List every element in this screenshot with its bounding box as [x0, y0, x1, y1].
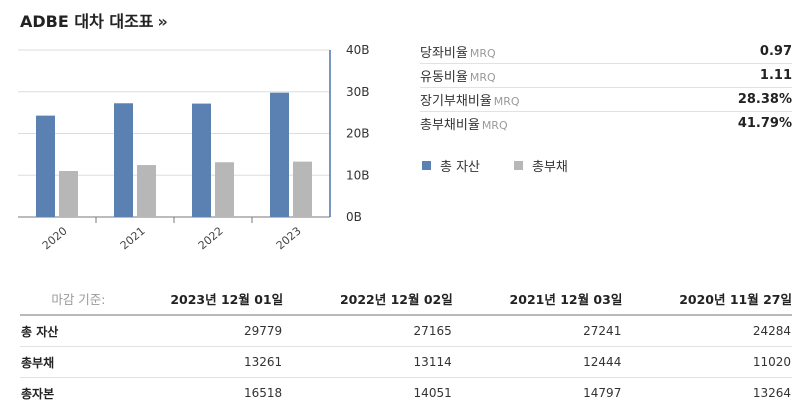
- balance-sheet-chart: 0B 10B 20B 30B 40B 2020 2021 2022 2023: [0, 30, 400, 255]
- title-text: ADBE 대차 대조표: [20, 12, 154, 31]
- date-header: 2023년 12월 01일: [114, 288, 284, 315]
- y-tick-label: 30B: [346, 85, 370, 99]
- table-cell: 13261: [114, 347, 284, 378]
- row-label: 총부채: [20, 347, 114, 378]
- date-header: 2021년 12월 03일: [453, 288, 623, 315]
- row-label: 총자본: [20, 378, 114, 408]
- chart-legend: 총 자산 총부채: [422, 156, 602, 175]
- date-header: 2022년 12월 02일: [283, 288, 453, 315]
- bar-total-liabilities: [215, 162, 234, 217]
- x-tick-label: 2020: [40, 224, 70, 252]
- legend-label: 총 자산: [440, 156, 480, 175]
- bar-total-assets: [36, 116, 55, 217]
- ratio-value: 28.38%: [738, 92, 792, 107]
- table-cell: 14051: [283, 378, 453, 408]
- bar-total-assets: [114, 103, 133, 217]
- table-cell: 13264: [622, 378, 792, 408]
- page-title: ADBE 대차 대조표»: [20, 8, 168, 32]
- bar-total-liabilities: [137, 165, 156, 217]
- y-tick-label: 40B: [346, 43, 370, 57]
- basis-label: 마감 기준:: [20, 288, 114, 315]
- table-row: 총자본 16518 14051 14797 13264: [20, 378, 792, 408]
- table-cell: 16518: [114, 378, 284, 408]
- table-cell: 27241: [453, 315, 623, 347]
- bar-total-assets: [192, 104, 211, 217]
- x-tick-label: 2021: [118, 224, 148, 252]
- bar-total-assets: [270, 93, 289, 217]
- bar-total-liabilities: [293, 162, 312, 217]
- table-cell: 11020: [622, 347, 792, 378]
- y-tick-label: 0B: [346, 210, 362, 224]
- table-cell: 12444: [453, 347, 623, 378]
- table-header-row: 마감 기준: 2023년 12월 01일 2022년 12월 02일 2021년…: [20, 288, 792, 315]
- more-arrow-icon[interactable]: »: [158, 12, 168, 31]
- ratio-value: 1.11: [760, 68, 792, 83]
- y-tick-label: 20B: [346, 127, 370, 141]
- table-cell: 27165: [283, 315, 453, 347]
- legend-item-total-assets[interactable]: 총 자산: [422, 156, 480, 175]
- date-header: 2020년 11월 27일: [622, 288, 792, 315]
- legend-swatch: [422, 161, 431, 170]
- table-row: 총부채 13261 13114 12444 11020: [20, 347, 792, 378]
- table-cell: 24284: [622, 315, 792, 347]
- ratio-value: 0.97: [760, 44, 792, 59]
- legend-swatch: [514, 161, 523, 170]
- table-cell: 29779: [114, 315, 284, 347]
- balance-sheet-table: 마감 기준: 2023년 12월 01일 2022년 12월 02일 2021년…: [20, 288, 792, 408]
- legend-label: 총부채: [532, 156, 568, 175]
- legend-item-total-liabilities[interactable]: 총부채: [514, 156, 568, 175]
- table-cell: 13114: [283, 347, 453, 378]
- row-label: 총 자산: [20, 315, 114, 347]
- x-tick-label: 2023: [274, 224, 304, 252]
- y-tick-label: 10B: [346, 168, 370, 182]
- x-tick-label: 2022: [196, 224, 226, 252]
- ratio-value: 41.79%: [738, 116, 792, 131]
- table-cell: 14797: [453, 378, 623, 408]
- bar-total-liabilities: [59, 171, 78, 217]
- table-row: 총 자산 29779 27165 27241 24284: [20, 315, 792, 347]
